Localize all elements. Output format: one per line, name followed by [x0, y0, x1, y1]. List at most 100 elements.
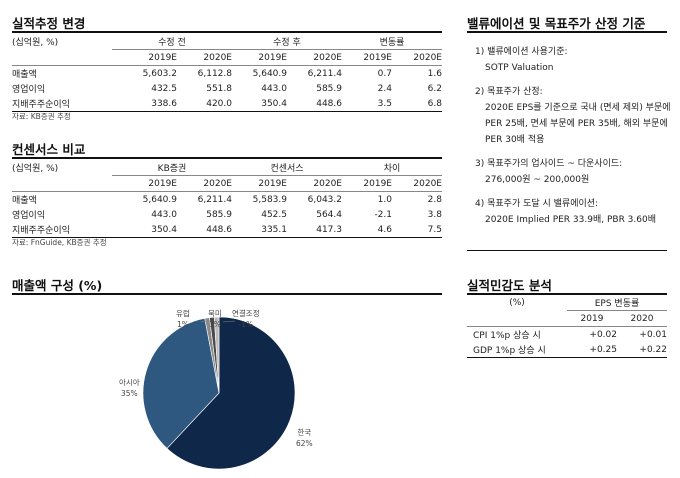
cell: 5,640.9: [142, 194, 177, 205]
cell: 443.0: [151, 209, 177, 220]
pie-label-asia: 아시아 35%: [119, 377, 140, 399]
sensitivity-table: (%) EPS 변동률 2019 2020 CPI 1%p 상승 시 +0.02…: [467, 295, 667, 358]
consensus-top-rule: [12, 157, 442, 159]
sensitivity-unit: (%): [509, 297, 525, 308]
sensitivity-year-header: 2019: [567, 310, 617, 327]
cell: 452.5: [261, 209, 287, 220]
table-row: 지배주주순이익 350.4 448.6 335.1 417.3 4.6 7.5: [12, 222, 442, 238]
row-label: 지배주주순이익: [12, 96, 112, 112]
cell: 6.8: [392, 96, 442, 112]
sensitivity-title: 실적민감도 분석: [467, 278, 552, 293]
cell: 3.8: [427, 209, 442, 220]
cell: 585.9: [206, 209, 232, 220]
cell: 5,640.9: [252, 68, 287, 79]
valuation-line: 2) 목표주가 산정:: [475, 87, 543, 97]
table-row: 매출액 5,603.2 6,112.8 5,640.9 6,211.4 0.7 …: [12, 66, 442, 82]
consensus-year-header: 2020E: [177, 175, 232, 192]
valuation-title: 밸류에이션 및 목표주가 산정 기준: [467, 16, 646, 31]
cell: 551.8: [206, 83, 232, 94]
valuation-line: 2020E EPS를 기준으로 국내 (면세 제외) 부문에: [485, 103, 671, 113]
cell: 443.0: [261, 83, 287, 94]
consensus-source: 자료: FnGuide, KB증권 추정: [12, 238, 107, 247]
pie-label-name: 유럽: [176, 309, 190, 318]
cell: 417.3: [287, 222, 342, 238]
table-row: GDP 1%p 상승 시 +0.25 +0.22: [467, 342, 667, 358]
cell: 448.6: [287, 96, 342, 112]
row-label: 영업이익: [12, 85, 46, 95]
consensus-year-header: 2019E: [342, 175, 392, 192]
sensitivity-group: EPS 변동률: [567, 295, 667, 311]
valuation-spacer: [475, 76, 670, 84]
cell: 7.5: [392, 222, 442, 238]
consensus-group-diff: 차이: [342, 160, 442, 176]
valuation-bottom-rule: [467, 250, 667, 251]
cell: 2.8: [427, 194, 442, 205]
table-row: CPI 1%p 상승 시 +0.02 +0.01: [467, 327, 667, 343]
valuation-line: PER 30배 적용: [485, 135, 545, 145]
sales-mix-top-rule: [12, 293, 442, 295]
valuation-line: 276,000원 ~ 200,000원: [485, 175, 590, 185]
table-row: 영업이익 432.5 551.8 443.0 585.9 2.4 6.2: [12, 81, 442, 96]
valuation-spacer: [475, 148, 670, 156]
pie-label-name: 북미: [208, 309, 222, 318]
pie-slice-연결조정: [213, 316, 220, 394]
valuation-line: 3) 목표주가의 업사이드 ~ 다운사이드:: [475, 159, 623, 169]
cell: +0.01: [639, 329, 667, 340]
cell: 6,043.2: [307, 194, 342, 205]
cell: 3.5: [342, 96, 392, 112]
estimate-year-header: 2020E: [287, 49, 342, 66]
pie-leader-line: [222, 320, 236, 323]
cell: 4.6: [342, 222, 392, 238]
sales-mix-pie-chart: [142, 316, 296, 470]
consensus-group-kb: KB증권: [112, 160, 232, 176]
cell: 448.6: [177, 222, 232, 238]
pie-label-value: -1%: [238, 320, 254, 329]
row-label: 매출액: [12, 196, 37, 206]
valuation-top-rule: [467, 31, 667, 33]
valuation-spacer: [475, 188, 670, 196]
cell: 6,211.4: [197, 194, 232, 205]
cell: 1.0: [377, 194, 392, 205]
consensus-year-header: 2019E: [112, 175, 177, 192]
row-label: GDP 1%p 상승 시: [467, 342, 567, 358]
sales-mix-title: 매출액 구성 (%): [12, 278, 103, 293]
pie-leader-line: [200, 320, 211, 323]
consensus-title: 컨센서스 비교: [12, 142, 86, 157]
sensitivity-top-rule: [467, 293, 667, 295]
cell: +0.02: [589, 329, 617, 340]
cell: 6,112.8: [197, 68, 232, 79]
estimate-year-header: 2020E: [392, 49, 442, 66]
pie-label-name: 아시아: [119, 378, 140, 387]
estimate-group-change: 변동률: [342, 34, 442, 50]
row-label: 매출액: [12, 70, 37, 80]
estimate-year-header: 2019E: [112, 49, 177, 66]
consensus-year-header: 2019E: [232, 175, 287, 192]
cell: 564.4: [316, 209, 342, 220]
pie-slice-한국: [166, 316, 296, 470]
valuation-criteria: 1) 밸류에이션 사용기준: SOTP Valuation 2) 목표주가 산정: 2…: [475, 44, 671, 228]
estimate-group-before: 수정 전: [112, 34, 232, 50]
table-row: 매출액 5,640.9 6,211.4 5,583.9 6,043.2 1.0 …: [12, 192, 442, 208]
estimate-group-after: 수정 후: [232, 34, 342, 50]
sensitivity-year-header: 2020: [617, 310, 667, 327]
cell: +0.25: [567, 342, 617, 358]
pie-label-value: 62%: [296, 439, 313, 448]
estimate-change-source: 자료: KB증권 추정: [12, 112, 71, 121]
estimate-change-top-rule: [12, 31, 442, 33]
consensus-group-consensus: 컨센서스: [232, 160, 342, 176]
cell: 335.1: [232, 222, 287, 238]
pie-label-value: 1%: [208, 320, 221, 329]
cell: 420.0: [177, 96, 232, 112]
estimate-unit: (십억원, %): [12, 38, 59, 49]
pie-label-consolidation: 연결조정 -1%: [232, 308, 260, 330]
cell: 338.6: [112, 96, 177, 112]
cell: +0.22: [617, 342, 667, 358]
cell: 350.4: [112, 222, 177, 238]
cell: -2.1: [374, 209, 392, 220]
cell: 5,583.9: [252, 194, 287, 205]
estimate-year-header: 2019E: [232, 49, 287, 66]
table-row: 영업이익 443.0 585.9 452.5 564.4 -2.1 3.8: [12, 207, 442, 222]
row-label: 영업이익: [12, 211, 46, 221]
estimate-change-table: (십억원, %) 수정 전 수정 후 변동률 2019E 2020E 2019E…: [12, 34, 442, 112]
estimate-year-header: 2019E: [342, 49, 392, 66]
